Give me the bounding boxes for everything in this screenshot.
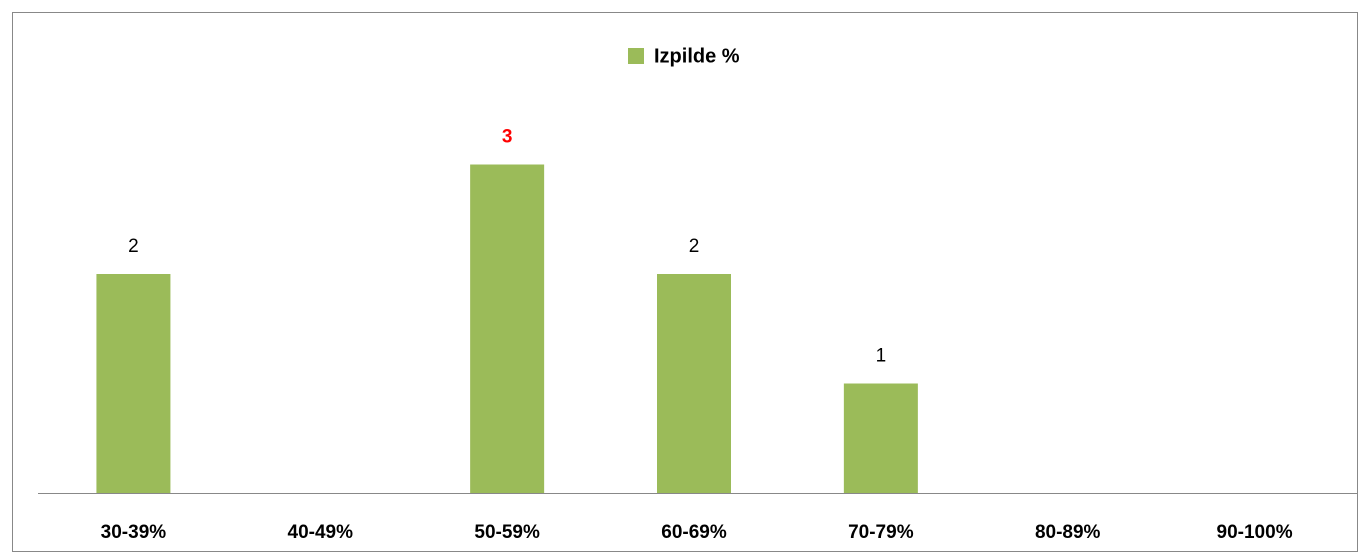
x-tick-label: 60-69% [661,522,727,543]
data-label: 3 [502,127,513,148]
bar [843,383,918,493]
data-label: 1 [876,346,887,367]
data-label: 2 [689,236,700,257]
bar [470,164,545,493]
bar [96,274,171,493]
bar [657,274,731,493]
x-tick-label: 50-59% [474,522,540,543]
legend-swatch [628,48,644,64]
data-label: 2 [128,236,139,257]
x-tick-label: 40-49% [288,522,354,543]
legend-label: Izpilde % [654,45,740,67]
x-tick-label: 70-79% [848,522,914,543]
x-tick-label: 80-89% [1035,522,1101,543]
x-tick-label: 30-39% [101,522,167,543]
x-tick-label: 90-100% [1217,522,1293,543]
